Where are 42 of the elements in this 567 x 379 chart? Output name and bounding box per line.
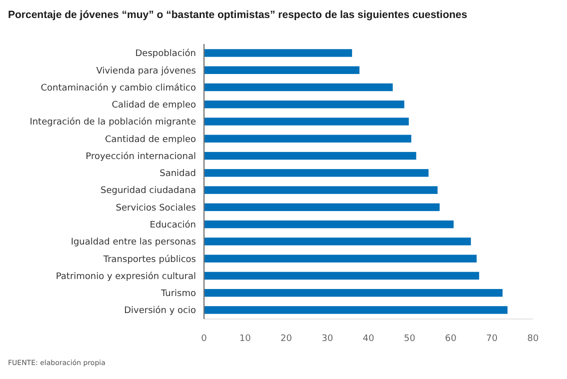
y-tick-label: Cantidad de empleo bbox=[104, 134, 196, 145]
bar bbox=[204, 186, 438, 194]
x-tick-label: 70 bbox=[486, 334, 498, 344]
bar bbox=[204, 66, 360, 74]
y-tick-label: Calidad de empleo bbox=[112, 100, 196, 111]
bar bbox=[204, 134, 412, 143]
y-tick-label: Turismo bbox=[160, 289, 196, 300]
x-tick-label: 10 bbox=[239, 334, 252, 344]
y-tick-label: Contaminación y cambio climático bbox=[40, 82, 196, 94]
y-tick-label: Transportes públicos bbox=[102, 254, 196, 265]
bar bbox=[204, 238, 471, 246]
y-tick-label: Sanidad bbox=[160, 169, 196, 180]
bar bbox=[204, 272, 480, 280]
bar bbox=[204, 306, 508, 314]
bar bbox=[204, 83, 393, 92]
y-tick-label: Seguridad ciudadana bbox=[100, 186, 196, 196]
bar bbox=[204, 100, 404, 108]
bar bbox=[204, 169, 429, 177]
x-tick-label: 80 bbox=[527, 334, 539, 344]
y-tick-label: Servicios Sociales bbox=[116, 203, 196, 214]
bar bbox=[204, 49, 352, 57]
y-tick-label: Vivienda para jóvenes bbox=[96, 65, 196, 76]
bar bbox=[204, 152, 416, 160]
y-tick-label: Despoblación bbox=[135, 48, 196, 60]
bar bbox=[204, 203, 440, 212]
x-tick-label: 60 bbox=[445, 334, 457, 344]
y-tick-label: Patrimonio y expresión cultural bbox=[56, 270, 196, 282]
y-tick-label: Igualdad entre las personas bbox=[70, 238, 196, 248]
bar bbox=[204, 254, 477, 262]
y-tick-label: Diversión y ocio bbox=[124, 305, 196, 316]
x-tick-label: 20 bbox=[280, 334, 292, 344]
y-tick-label: Educación bbox=[150, 219, 196, 230]
bar bbox=[204, 220, 454, 228]
y-tick-label: Proyección internacional bbox=[86, 150, 196, 162]
bar bbox=[204, 118, 409, 126]
x-tick-label: 30 bbox=[322, 334, 334, 344]
x-tick-label: 0 bbox=[201, 334, 208, 344]
chart-title: Porcentaje de jóvenes “muy” o “bastante optimistas” respecto de las siguientes cuestiones bbox=[8, 9, 468, 21]
x-tick-label: 50 bbox=[404, 334, 416, 344]
y-tick-label: Integración de la población migrante bbox=[30, 116, 196, 128]
bar bbox=[204, 289, 503, 297]
x-tick-label: 40 bbox=[362, 334, 374, 344]
